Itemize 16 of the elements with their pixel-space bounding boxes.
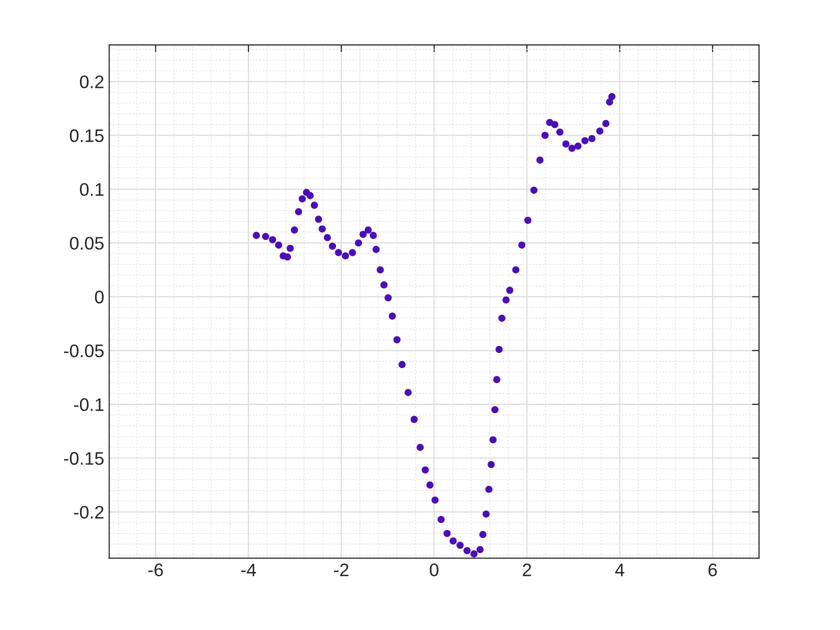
x-tick-label: 6 <box>708 564 717 576</box>
x-tick-label: 4 <box>615 564 624 576</box>
x-tick-label: 2 <box>522 564 532 576</box>
y-tick-label: 0.1 <box>80 183 104 196</box>
y-tick-label: 0.15 <box>70 129 104 142</box>
x-tick-label: -6 <box>148 564 163 576</box>
y-tick-label: -0.15 <box>64 452 104 465</box>
y-tick-label: 0.2 <box>80 75 104 88</box>
y-tick-label: 0.05 <box>70 236 104 250</box>
y-tick-label: -0.05 <box>64 344 104 358</box>
y-tick-label: 0 <box>95 290 104 304</box>
x-tick-label: -2 <box>334 564 348 576</box>
x-tick-label: -4 <box>241 564 256 576</box>
y-tick-label: -0.2 <box>74 506 104 519</box>
x-tick-label: 0 <box>430 564 438 576</box>
y-tick-label: -0.1 <box>74 398 104 412</box>
